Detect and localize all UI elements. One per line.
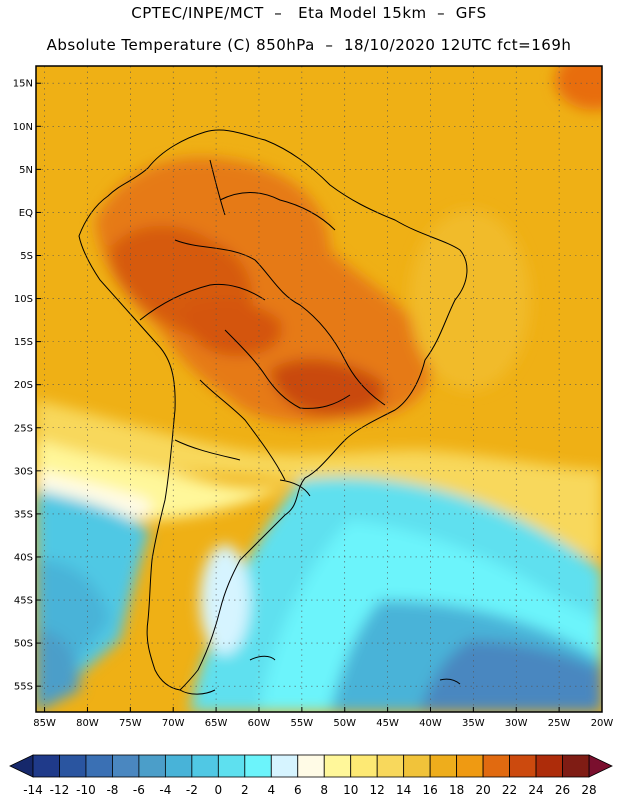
colorbar-label: 20 bbox=[475, 783, 490, 797]
axis-labels: 15N 10N 5N EQ 5S 10S 15S 20S 25S 30S 35S 40S 45S 50S 5… bbox=[13, 79, 614, 729]
lat-tick-label: 20S bbox=[14, 380, 33, 391]
colorbar-label: -8 bbox=[106, 783, 118, 797]
lon-tick-label: 75W bbox=[119, 718, 142, 729]
colorbar-label: 18 bbox=[449, 783, 464, 797]
lat-tick-label: 15N bbox=[13, 79, 33, 90]
colorbar-label: 26 bbox=[555, 783, 570, 797]
colorbar-label: 4 bbox=[267, 783, 275, 797]
colorbar-swatch bbox=[59, 754, 87, 778]
plot-frame bbox=[35, 65, 603, 713]
lat-tick-label: 25S bbox=[14, 423, 33, 434]
title-line-1: CPTEC/INPE/MCT – Eta Model 15km – GFS bbox=[131, 4, 487, 22]
colorbar-label: 24 bbox=[528, 783, 543, 797]
lon-tick-label: 25W bbox=[548, 718, 571, 729]
colorbar-swatch bbox=[112, 754, 140, 778]
colorbar-label: 0 bbox=[215, 783, 223, 797]
colorbar-label: -14 bbox=[23, 783, 43, 797]
lat-tick-label: 30S bbox=[14, 466, 33, 477]
colorbar: -14 -12 -10 -8 -6 -4 -2 0 2 4 6 8 10 12 14 16 18 20 22 24 26… bbox=[9, 754, 613, 797]
colorbar-swatch bbox=[429, 754, 458, 778]
colorbar-label: -4 bbox=[159, 783, 171, 797]
colorbar-swatch bbox=[244, 754, 272, 778]
colorbar-high-arrow bbox=[588, 754, 613, 778]
lon-tick-label: 85W bbox=[33, 718, 56, 729]
lon-tick-label: 50W bbox=[333, 718, 356, 729]
colorbar-label: -2 bbox=[186, 783, 198, 797]
colorbar-swatch bbox=[138, 754, 166, 778]
colorbar-swatch bbox=[403, 754, 431, 778]
lat-tick-label: 45S bbox=[14, 596, 33, 607]
lon-tick-label: 35W bbox=[462, 718, 485, 729]
colorbar-swatch bbox=[323, 754, 352, 778]
colorbar-label: 6 bbox=[294, 783, 302, 797]
colorbar-swatch bbox=[509, 754, 537, 778]
colorbar-swatch bbox=[482, 754, 510, 778]
lon-tick-label: 70W bbox=[162, 718, 185, 729]
colorbar-swatch bbox=[562, 754, 590, 778]
colorbar-swatch bbox=[456, 754, 484, 778]
colorbar-label: 12 bbox=[370, 783, 385, 797]
colorbar-swatch bbox=[535, 754, 563, 778]
coastlines bbox=[78, 129, 468, 695]
colorbar-label: 10 bbox=[343, 783, 358, 797]
colorbar-label: 8 bbox=[320, 783, 328, 797]
colorbar-swatch bbox=[164, 754, 193, 778]
lon-tick-label: 60W bbox=[248, 718, 271, 729]
colorbar-swatch bbox=[270, 754, 299, 778]
temperature-field bbox=[36, 66, 602, 712]
colorbar-swatch bbox=[376, 754, 405, 778]
colorbar-swatch bbox=[350, 754, 378, 778]
lat-tick-label: 10S bbox=[14, 294, 33, 305]
colorbar-label: 16 bbox=[423, 783, 438, 797]
lat-tick-label: 5S bbox=[20, 251, 33, 262]
colorbar-label: 14 bbox=[396, 783, 411, 797]
lon-tick-label: 30W bbox=[505, 718, 528, 729]
colorbar-swatch bbox=[32, 754, 60, 778]
lat-tick-label: 15S bbox=[14, 337, 33, 348]
lon-tick-label: 20W bbox=[591, 718, 614, 729]
colorbar-label: -10 bbox=[76, 783, 96, 797]
colorbar-label: 2 bbox=[241, 783, 249, 797]
lon-tick-label: 45W bbox=[376, 718, 399, 729]
lat-tick-label: 35S bbox=[14, 509, 33, 520]
colorbar-label: 22 bbox=[502, 783, 517, 797]
colorbar-swatch bbox=[217, 754, 246, 778]
graticule bbox=[36, 66, 603, 712]
lat-tick-label: EQ bbox=[19, 208, 33, 219]
lon-tick-label: 55W bbox=[291, 718, 314, 729]
lon-tick-label: 40W bbox=[419, 718, 442, 729]
lat-tick-label: 10N bbox=[13, 122, 33, 133]
colorbar-label: -12 bbox=[50, 783, 70, 797]
title-line-2: Absolute Temperature (C) 850hPa – 18/10/… bbox=[46, 36, 572, 54]
colorbar-low-arrow bbox=[9, 754, 34, 778]
colorbar-label: -6 bbox=[133, 783, 145, 797]
lat-tick-label: 55S bbox=[14, 682, 33, 693]
colorbar-swatch bbox=[191, 754, 219, 778]
lon-tick-label: 80W bbox=[76, 718, 99, 729]
lat-tick-label: 5N bbox=[19, 165, 33, 176]
colorbar-swatch bbox=[297, 754, 325, 778]
lat-tick-label: 50S bbox=[14, 639, 33, 650]
colorbar-label: 28 bbox=[581, 783, 596, 797]
lon-tick-label: 65W bbox=[205, 718, 228, 729]
colorbar-swatch bbox=[85, 754, 113, 778]
lat-tick-label: 40S bbox=[14, 552, 33, 563]
